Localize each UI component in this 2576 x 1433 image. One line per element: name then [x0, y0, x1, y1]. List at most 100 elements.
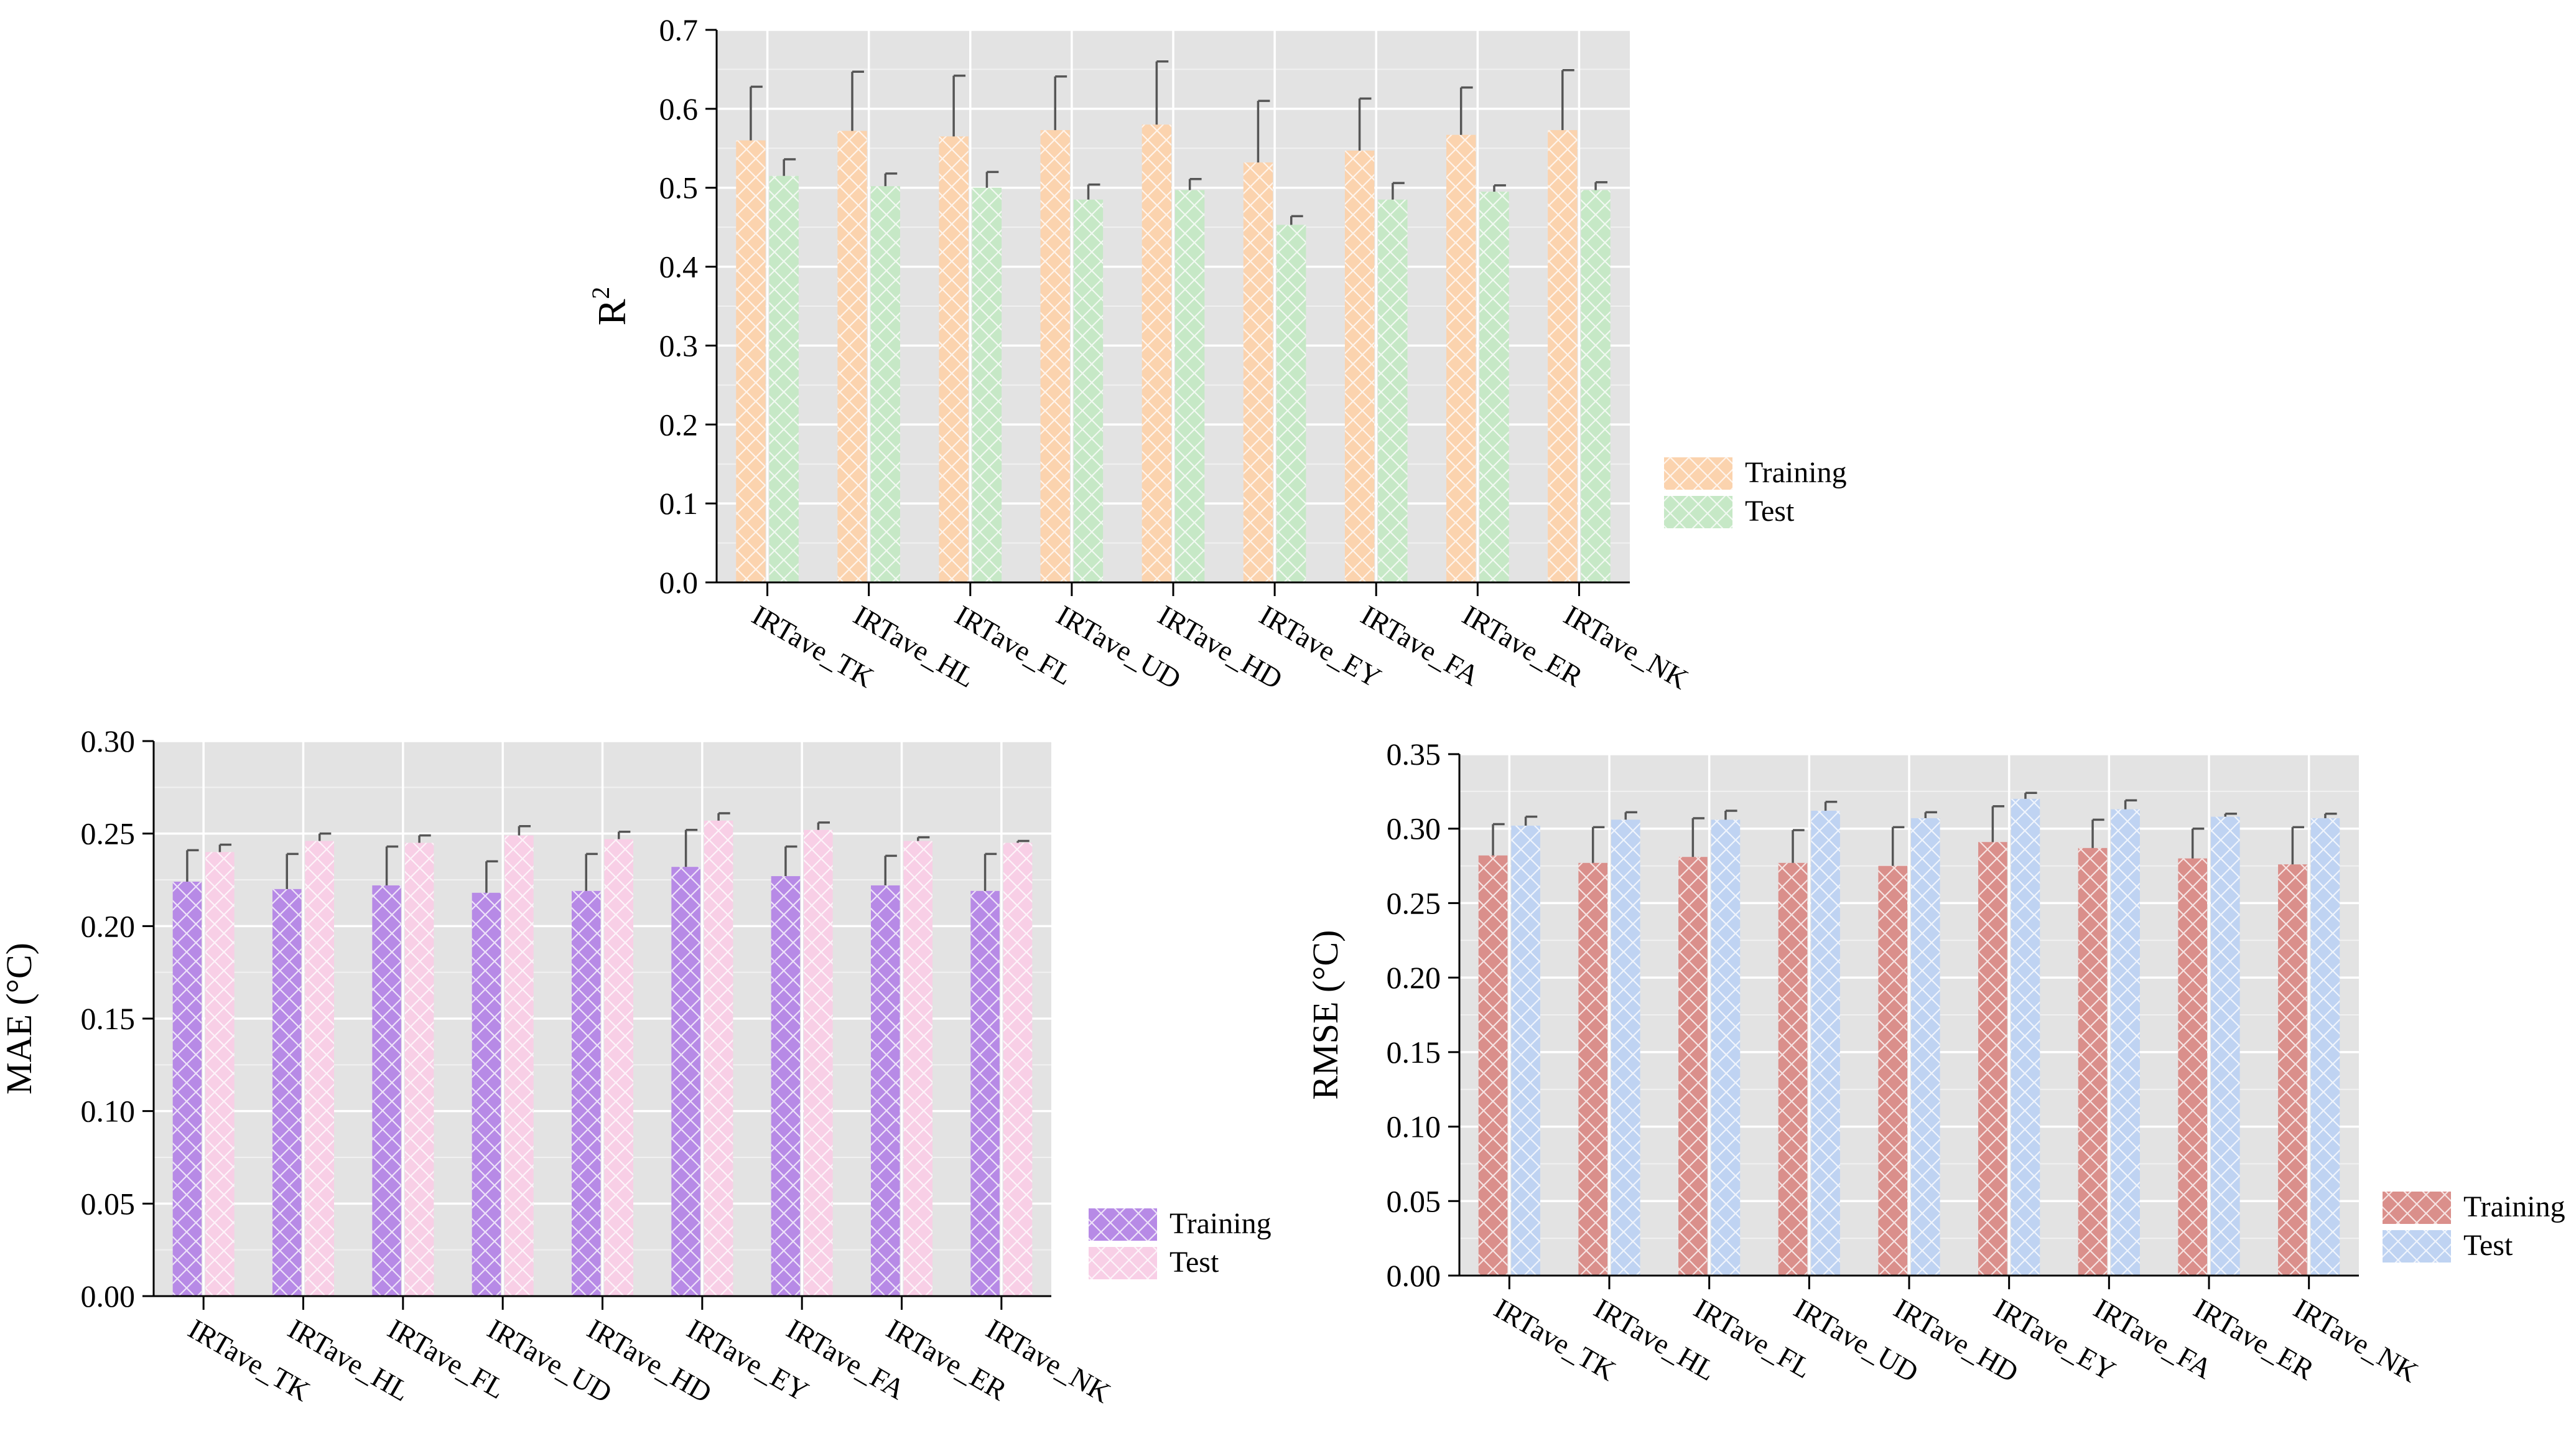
y-axis-title: R2	[587, 287, 634, 326]
bar-hatch	[572, 890, 601, 1296]
legend-label-test: Test	[1169, 1246, 1219, 1279]
y-tick-label: 0.00	[81, 1279, 136, 1314]
y-tick-label: 0.20	[81, 908, 136, 943]
y-axis-title-superscript: 2	[587, 287, 615, 299]
bar-hatch	[1578, 862, 1607, 1276]
bar-hatch	[1344, 151, 1375, 582]
bar-hatch	[1073, 199, 1104, 582]
bar-hatch	[1811, 810, 1840, 1276]
y-axis-title-text: R	[590, 299, 634, 325]
bar-hatch	[1581, 190, 1611, 582]
bar-hatch	[804, 829, 833, 1296]
bar-hatch	[404, 843, 434, 1296]
y-tick-label: 0.00	[1387, 1258, 1441, 1293]
y-tick-label: 0.25	[1387, 885, 1441, 920]
bar-hatch	[2211, 816, 2240, 1276]
y-tick-label: 0.2	[659, 407, 699, 442]
y-tick-label: 0.30	[81, 724, 136, 759]
bar-hatch	[736, 140, 766, 583]
bar-hatch	[704, 820, 733, 1296]
bar-hatch	[671, 867, 700, 1296]
y-tick-label: 0.1	[659, 486, 699, 521]
bar-hatch	[1878, 866, 1907, 1276]
legend-swatch-hatch	[2383, 1230, 2451, 1263]
legend-label-test: Test	[1745, 495, 1795, 528]
bar-hatch	[1003, 843, 1033, 1296]
bar-hatch	[604, 839, 633, 1296]
y-tick-label: 0.15	[1387, 1035, 1441, 1070]
bar-hatch	[1378, 199, 1408, 582]
y-axis-title-text: MAE (°C)	[0, 943, 39, 1095]
legend-label-training: Training	[1745, 456, 1847, 489]
bar-hatch	[903, 841, 932, 1296]
bar-hatch	[1548, 130, 1578, 582]
y-tick-label: 0.10	[81, 1094, 136, 1129]
legend-label-training: Training	[2463, 1190, 2565, 1223]
y-axis-title: RMSE (°C)	[1305, 930, 1346, 1100]
bar-hatch	[2178, 858, 2207, 1276]
bar-hatch	[2078, 847, 2108, 1276]
bar-hatch	[2278, 864, 2307, 1276]
bar-hatch	[871, 885, 900, 1296]
bar-hatch	[172, 881, 202, 1296]
bar-hatch	[472, 892, 501, 1296]
bar-hatch	[1276, 225, 1306, 582]
rmse-chart: 0.000.050.100.150.200.250.300.35IRTave_T…	[1305, 737, 2565, 1388]
y-tick-label: 0.10	[1387, 1109, 1441, 1144]
mae-chart: 0.000.050.100.150.200.250.30IRTave_TKIRT…	[0, 724, 1272, 1409]
y-tick-label: 0.15	[81, 1001, 136, 1036]
legend-label-test: Test	[2463, 1229, 2513, 1262]
bar-hatch	[1611, 819, 1640, 1276]
y-tick-label: 0.35	[1387, 737, 1441, 772]
bar-hatch	[1175, 190, 1205, 582]
y-tick-label: 0.20	[1387, 960, 1441, 995]
bar-hatch	[1678, 857, 1708, 1276]
y-tick-label: 0.25	[81, 816, 136, 851]
bar-hatch	[1711, 819, 1741, 1276]
bar-hatch	[305, 841, 334, 1296]
bar-hatch	[870, 186, 900, 583]
legend-swatch-hatch	[1089, 1247, 1157, 1279]
bar-hatch	[505, 835, 534, 1296]
bar-hatch	[2011, 798, 2040, 1276]
y-tick-label: 0.30	[1387, 811, 1441, 846]
bar-hatch	[2111, 809, 2140, 1276]
bar-hatch	[837, 131, 867, 582]
bar-hatch	[272, 889, 302, 1296]
bar-hatch	[1778, 862, 1808, 1276]
legend-swatch-hatch	[1664, 496, 1732, 528]
bar-hatch	[1479, 192, 1509, 582]
bar-hatch	[1446, 134, 1476, 583]
bar-hatch	[771, 876, 801, 1296]
bar-hatch	[1243, 162, 1273, 582]
y-tick-label: 0.4	[659, 250, 699, 284]
y-tick-label: 0.05	[81, 1186, 136, 1221]
bar-hatch	[1511, 825, 1540, 1276]
bar-hatch	[1911, 818, 1940, 1276]
legend-swatch-hatch	[1089, 1208, 1157, 1241]
bar-hatch	[1978, 842, 2007, 1276]
bar-hatch	[1142, 124, 1171, 582]
r2-chart: 0.00.10.20.30.40.50.60.7IRTave_TKIRTave_…	[587, 12, 1847, 695]
bar-hatch	[972, 187, 1002, 582]
y-axis-title: MAE (°C)	[0, 943, 39, 1095]
y-tick-label: 0.05	[1387, 1183, 1441, 1218]
legend-label-training: Training	[1169, 1207, 1272, 1240]
y-tick-label: 0.0	[659, 565, 699, 600]
bar-hatch	[939, 136, 969, 582]
y-tick-label: 0.3	[659, 328, 699, 363]
bar-hatch	[372, 885, 401, 1296]
y-tick-label: 0.7	[659, 12, 699, 47]
bar-hatch	[1478, 855, 1508, 1276]
bar-hatch	[1040, 130, 1070, 582]
y-tick-label: 0.5	[659, 170, 699, 205]
bar-hatch	[205, 852, 235, 1296]
legend-swatch-hatch	[2383, 1192, 2451, 1224]
bar-hatch	[970, 890, 1000, 1296]
bar-hatch	[769, 175, 799, 583]
y-axis-title-text: RMSE (°C)	[1305, 930, 1346, 1100]
legend-swatch-hatch	[1664, 457, 1732, 490]
bar-hatch	[2310, 818, 2340, 1276]
y-tick-label: 0.6	[659, 91, 699, 126]
